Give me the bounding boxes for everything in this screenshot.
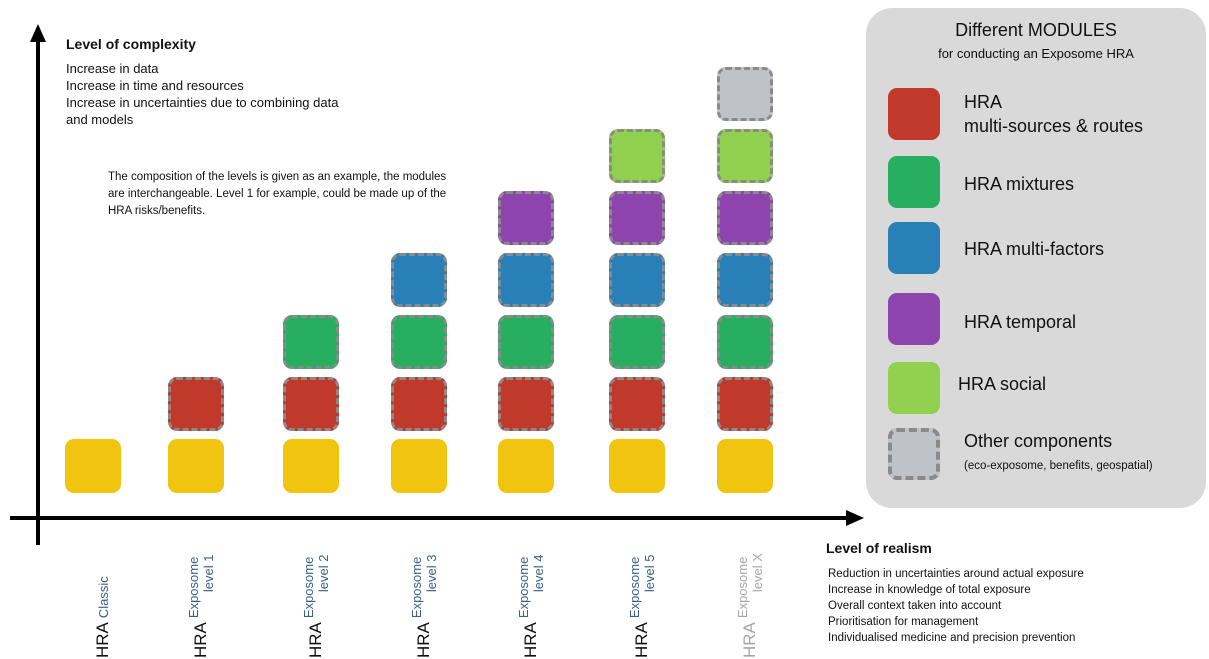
legend-label-social: HRA social <box>958 374 1047 394</box>
module-block-multi-sources <box>168 377 224 431</box>
module-block-mixtures <box>498 315 554 369</box>
module-block-classic <box>498 439 554 493</box>
module-block-multi-sources <box>391 377 447 431</box>
x-axis-notes: Reduction in uncertainties around actual… <box>828 566 1148 646</box>
legend-swatch-multi-factors <box>888 222 940 274</box>
module-block-classic <box>609 439 665 493</box>
level-label-line2: level 5 <box>642 554 657 593</box>
module-block-multi-factors <box>391 253 447 307</box>
level-label-line1: Exposome <box>301 556 316 619</box>
level-label-sub: Classic <box>96 576 111 618</box>
module-block-social <box>609 129 665 183</box>
level-label-line1: Exposome <box>627 556 642 619</box>
legend-detail-other: (eco-exposome, benefits, geospatial) <box>964 460 1153 472</box>
y-note: Increase in time and resources <box>66 78 244 93</box>
y-axis-notes: Increase in data Increase in time and re… <box>66 60 386 128</box>
module-block-social <box>717 129 773 183</box>
module-block-multi-sources <box>717 377 773 431</box>
level-label-line1: Exposome <box>735 556 750 619</box>
module-block-temporal <box>717 191 773 245</box>
level-label-sub: Exposome level 4 <box>516 555 546 619</box>
level-label-line2: level 1 <box>201 554 216 593</box>
legend-label-mixtures: HRA mixtures <box>964 174 1075 194</box>
module-block-temporal <box>498 191 554 245</box>
y-note: Increase in data <box>66 61 159 76</box>
legend-label-multi-sources: HRA multi-sources & routes <box>964 92 1144 136</box>
x-note: Prioritisation for management <box>828 616 979 628</box>
level-label-line2: level 3 <box>424 554 439 593</box>
legend-swatch-multi-sources <box>888 88 940 140</box>
module-block-classic <box>168 439 224 493</box>
module-block-classic <box>717 439 773 493</box>
level-label-line1: Exposome <box>186 556 201 619</box>
level-label-hra: HRA <box>740 622 759 658</box>
module-block-multi-factors <box>609 253 665 307</box>
level-label-sub: Exposome level X <box>735 553 765 618</box>
legend-label-temporal: HRA temporal <box>964 312 1077 332</box>
x-note: Increase in knowledge of total exposure <box>828 584 1031 596</box>
legend-label-multi-factors: HRA multi-factors <box>964 239 1105 259</box>
level-label: HRA Exposome level 2 <box>301 555 331 658</box>
legend-swatch-temporal <box>888 293 940 345</box>
x-axis-title: Level of realism <box>826 540 932 556</box>
module-block-multi-sources <box>498 377 554 431</box>
module-block-classic <box>283 439 339 493</box>
y-note: Increase in uncertainties due to combini… <box>66 95 339 110</box>
legend-label-other: Other components <box>964 431 1113 451</box>
module-block-multi-factors <box>498 253 554 307</box>
level-label-line1: Exposome <box>409 556 424 619</box>
level-label-hra: HRA <box>521 622 540 658</box>
level-label: HRA Classic <box>93 576 113 658</box>
level-label-sub: Exposome level 5 <box>627 555 657 619</box>
module-block-other <box>717 67 773 121</box>
y-axis-title: Level of complexity <box>66 36 196 52</box>
level-label-sub: Exposome level 2 <box>301 555 331 619</box>
level-label: HRA Exposome level 1 <box>186 555 216 658</box>
legend-swatch-other <box>888 428 940 480</box>
level-label-line1: Exposome <box>516 556 531 619</box>
module-block-multi-sources <box>609 377 665 431</box>
x-axis-arrowhead <box>846 510 864 526</box>
module-block-temporal <box>609 191 665 245</box>
level-label-sub: Exposome level 3 <box>409 555 439 619</box>
x-note: Reduction in uncertainties around actual… <box>828 568 1084 580</box>
level-label: HRA Exposome level X <box>735 553 765 658</box>
level-label: HRA Exposome level 3 <box>409 555 439 658</box>
module-block-mixtures <box>609 315 665 369</box>
y-note: and models <box>66 112 134 127</box>
level-label-hra: HRA <box>191 622 210 658</box>
level-label: HRA Exposome level 5 <box>627 555 657 658</box>
level-label-line2: level 4 <box>531 554 546 593</box>
level-label-hra: HRA <box>632 622 651 658</box>
legend-swatch-mixtures <box>888 156 940 208</box>
module-block-multi-sources <box>283 377 339 431</box>
y-axis-arrowhead <box>30 24 46 42</box>
composition-note: The composition of the levels is given a… <box>108 171 447 217</box>
module-block-mixtures <box>283 315 339 369</box>
level-label: HRA Exposome level 4 <box>516 555 546 658</box>
level-label-sub: Exposome level 1 <box>186 555 216 619</box>
legend-swatch-social <box>888 362 940 414</box>
module-block-mixtures <box>391 315 447 369</box>
module-block-mixtures <box>717 315 773 369</box>
level-label-line1: Classic <box>95 576 111 619</box>
legend-title: Different MODULES <box>955 20 1117 40</box>
level-label-hra: HRA <box>306 622 325 658</box>
level-label-line2: level X <box>750 553 765 593</box>
legend-subtitle: for conducting an Exposome HRA <box>938 46 1134 61</box>
x-note: Individualised medicine and precision pr… <box>828 632 1076 644</box>
module-block-classic <box>65 439 121 493</box>
modules-legend: Different MODULES for conducting an Expo… <box>866 8 1206 508</box>
level-label-hra: HRA <box>93 622 112 658</box>
level-label-hra: HRA <box>414 622 433 658</box>
module-block-classic <box>391 439 447 493</box>
module-block-multi-factors <box>717 253 773 307</box>
level-label-line2: level 2 <box>316 554 331 593</box>
x-note: Overall context taken into account <box>828 600 1002 612</box>
